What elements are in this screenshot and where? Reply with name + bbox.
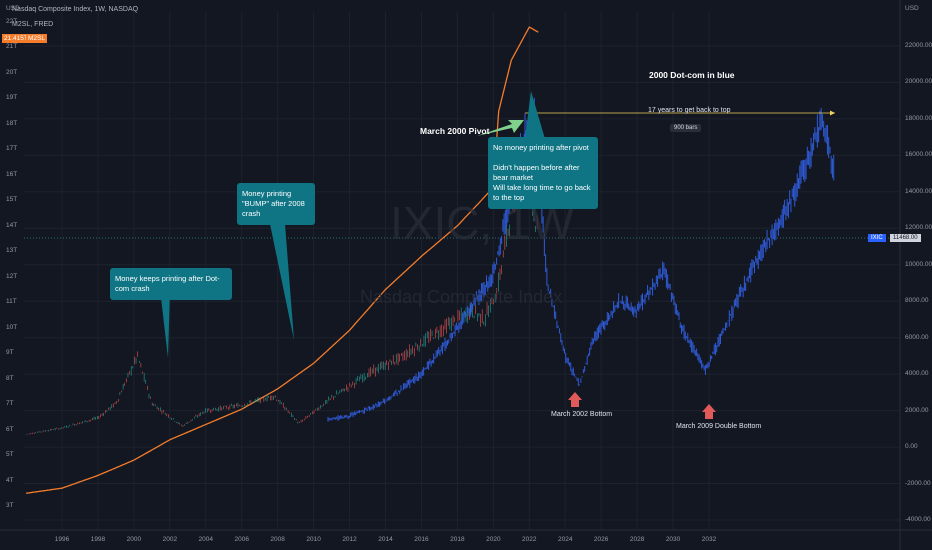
right-axis-tick: 6000.00 bbox=[905, 333, 929, 341]
x-axis-tick: 2030 bbox=[665, 536, 681, 543]
m2-series-line bbox=[25, 26, 539, 494]
x-axis-tick: 2022 bbox=[522, 536, 537, 543]
left-axis-tick: 11T bbox=[6, 298, 17, 306]
annotation-dotcom-blue[interactable]: 2000 Dot-com in blue bbox=[649, 70, 735, 80]
x-axis-tick: 2018 bbox=[450, 536, 465, 543]
guide-arrowhead bbox=[830, 110, 835, 116]
x-axis-tick: 2006 bbox=[234, 536, 249, 543]
left-axis-tick: 13T bbox=[6, 247, 18, 255]
right-axis-tick: 14000.00 bbox=[905, 187, 932, 195]
left-axis-unit: USD bbox=[6, 5, 20, 12]
annotation-march-pivot[interactable]: March 2000 Pivot bbox=[420, 126, 490, 136]
x-axis-tick: 2010 bbox=[306, 536, 321, 543]
x-axis-tick: 2012 bbox=[342, 536, 357, 543]
left-axis-tick: 15T bbox=[6, 196, 18, 204]
x-axis-tick: 2016 bbox=[414, 536, 429, 543]
left-axis-tick: 9T bbox=[6, 349, 14, 357]
right-axis-tick: 2000.00 bbox=[905, 406, 929, 414]
arrow-2002-bottom bbox=[568, 392, 582, 407]
pivot-arrow bbox=[477, 120, 524, 136]
header-overlay[interactable]: M2SL, FRED bbox=[12, 21, 54, 28]
left-axis-tick: 18T bbox=[6, 119, 18, 127]
x-axis-tick: 2026 bbox=[593, 536, 609, 543]
left-axis-tick: 17T bbox=[6, 145, 18, 153]
header-symbol[interactable]: Nasdaq Composite Index, 1W, NASDAQ bbox=[12, 6, 139, 13]
arrow-2009-bottom bbox=[702, 404, 716, 419]
right-axis-tick: 20000.00 bbox=[905, 78, 932, 86]
last-price-label: 11468.00 bbox=[890, 234, 921, 242]
annotation-2009-bottom[interactable]: March 2009 Double Bottom bbox=[676, 423, 762, 430]
x-axis-tick: 2024 bbox=[557, 536, 573, 543]
m2-value-tag: 21.415T bbox=[2, 34, 30, 43]
left-axis-tick: 6T bbox=[6, 425, 14, 433]
x-axis-tick: 2008 bbox=[270, 536, 285, 543]
left-axis-tick: 5T bbox=[6, 451, 14, 459]
right-axis-tick: -4000.00 bbox=[905, 516, 931, 523]
right-axis-tick: 16000.00 bbox=[905, 151, 932, 159]
left-axis-tick: 20T bbox=[6, 68, 18, 76]
left-axis-tick: 8T bbox=[6, 374, 14, 382]
right-axis-tick: 22000.00 bbox=[905, 42, 932, 49]
x-axis-tick: 2028 bbox=[629, 536, 645, 543]
left-axis-tick: 19T bbox=[6, 94, 18, 102]
left-axis-tick: 4T bbox=[6, 476, 14, 484]
x-axis-tick: 2014 bbox=[378, 536, 393, 543]
right-axis-tick: 4000.00 bbox=[905, 370, 929, 378]
x-axis-tick: 2000 bbox=[126, 536, 142, 543]
left-axis-tick: 10T bbox=[6, 323, 18, 331]
annotation-years-back[interactable]: 17 years to get back to top bbox=[648, 107, 731, 114]
right-axis-tick: 18000.00 bbox=[905, 114, 932, 122]
annotation-bar-count: 900 bars bbox=[670, 124, 702, 132]
note-no-printing[interactable]: No money printing after pivot Didn't hap… bbox=[488, 137, 598, 209]
right-axis-tick: 10000.00 bbox=[905, 260, 932, 268]
watermark-name: Nasdaq Composite Index bbox=[360, 287, 563, 307]
right-axis-tick: -2000.00 bbox=[905, 479, 931, 487]
left-axis-tick: 12T bbox=[6, 272, 18, 280]
pointer-bump bbox=[270, 224, 294, 340]
left-axis-tick: 16T bbox=[6, 170, 18, 178]
left-axis-tick: 21T bbox=[6, 43, 18, 51]
ixic-price-label: IXIC bbox=[868, 234, 886, 242]
left-axis-tick: 3T bbox=[6, 502, 14, 509]
right-axis-unit: USD bbox=[905, 5, 919, 12]
x-axis-tick: 1998 bbox=[90, 536, 106, 543]
annotation-2002-bottom[interactable]: March 2002 Bottom bbox=[551, 411, 613, 418]
x-axis-tick: 2032 bbox=[701, 536, 717, 543]
x-axis-tick: 2002 bbox=[162, 536, 178, 543]
pointer-no-printing bbox=[525, 91, 545, 139]
pointer-printing-dotcom bbox=[160, 289, 170, 358]
left-axis-tick: 22T bbox=[6, 18, 18, 25]
note-bump[interactable]: Money printing "BUMP" after 2008 crash bbox=[237, 183, 315, 225]
x-axis-tick: 2020 bbox=[486, 536, 501, 543]
note-printing-dotcom[interactable]: Money keeps printing after Dot-com crash bbox=[110, 268, 232, 300]
m2-name-tag: M2SL bbox=[26, 34, 47, 43]
x-axis-tick: 1996 bbox=[54, 536, 70, 543]
left-axis-tick: 7T bbox=[6, 400, 14, 408]
right-axis-tick: 0.00 bbox=[905, 443, 918, 451]
left-axis-tick: 14T bbox=[6, 221, 18, 229]
right-axis-tick: 12000.00 bbox=[905, 224, 932, 232]
x-axis-tick: 2004 bbox=[198, 536, 213, 543]
right-axis-tick: 8000.00 bbox=[905, 297, 929, 305]
